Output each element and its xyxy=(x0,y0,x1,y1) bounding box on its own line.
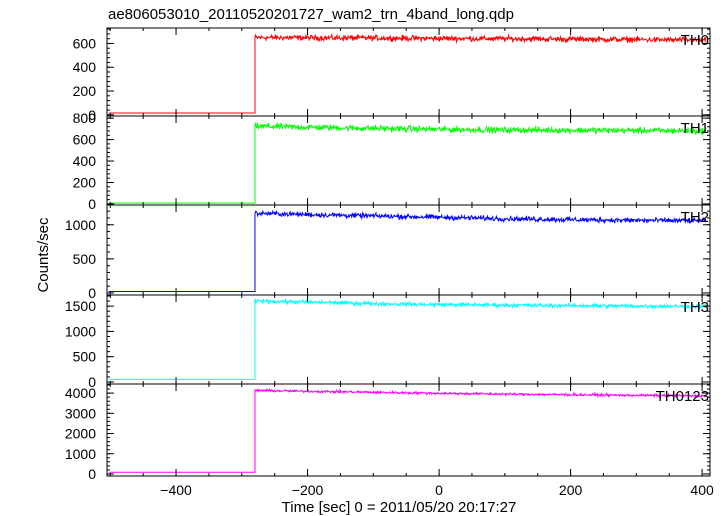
y-tick-label: 0 xyxy=(88,285,96,301)
panels: 0 200 400 600 TH0 0 200 400 600 800 TH1 0 500 1000 TH2… xyxy=(65,27,714,498)
series-line-th0123 xyxy=(109,387,706,473)
x-tick-label: −200 xyxy=(292,482,324,498)
panel-frame xyxy=(106,294,711,385)
y-axis-label: Counts/sec xyxy=(35,217,52,293)
y-tick-label: 0 xyxy=(88,196,96,212)
y-tick-label: 400 xyxy=(73,59,97,75)
panel-label-th1: TH1 xyxy=(681,120,709,137)
y-tick-label: 600 xyxy=(73,132,97,148)
chart-title: ae806053010_20110520201727_wam2_trn_4ban… xyxy=(108,6,514,23)
series-line-th3 xyxy=(109,297,707,380)
y-tick-label: 800 xyxy=(73,110,97,126)
y-tick-label: 3000 xyxy=(65,405,96,421)
y-tick-label: 1000 xyxy=(65,217,96,233)
panel-th0: 0 200 400 600 TH0 xyxy=(73,27,711,123)
x-axis-label: Time [sec] 0 = 2011/05/20 20:17:27 xyxy=(282,499,517,516)
y-tick-label: 200 xyxy=(73,174,97,190)
y-tick-label: 200 xyxy=(73,83,97,99)
panel-frame xyxy=(106,115,711,206)
y-tick-label: 0 xyxy=(88,466,96,482)
panel-th0123: 0 1000 2000 3000 4000 TH0123 xyxy=(65,383,711,482)
x-tick-label: 200 xyxy=(559,482,583,498)
y-tick-label: 500 xyxy=(73,349,97,365)
panel-label-th0: TH0 xyxy=(681,32,709,49)
y-tick-label: 2000 xyxy=(65,426,96,442)
y-tick-label: 1000 xyxy=(65,323,96,339)
y-tick-label: 400 xyxy=(73,153,97,169)
panel-th3: 0 500 1000 1500 TH3 xyxy=(65,294,711,390)
panel-th2: 0 500 1000 TH2 xyxy=(65,204,711,301)
y-tick-label: 1000 xyxy=(65,446,96,462)
series-line-th2 xyxy=(109,209,707,292)
series-line-th1 xyxy=(109,122,707,204)
y-tick-label: 0 xyxy=(88,374,96,390)
y-tick-label: 600 xyxy=(73,35,97,51)
y-tick-label: 500 xyxy=(73,251,97,267)
y-tick-label: 4000 xyxy=(65,385,96,401)
x-tick-labels: −400 −200 0 200 400 xyxy=(160,482,714,498)
panel-label-th3: TH3 xyxy=(681,299,709,316)
panel-frame xyxy=(106,204,711,296)
panel-label-th2: TH2 xyxy=(681,209,709,226)
panel-frame xyxy=(106,383,711,477)
x-tick-label: −400 xyxy=(160,482,192,498)
panel-th1: 0 200 400 600 800 TH1 xyxy=(73,110,711,212)
panel-label-th0123: TH0123 xyxy=(656,388,709,405)
y-tick-label: 0 xyxy=(88,107,96,123)
y-tick-label: 1500 xyxy=(65,298,96,314)
x-tick-label: 0 xyxy=(435,482,443,498)
series-line-th0 xyxy=(109,33,707,114)
x-tick-label: 400 xyxy=(690,482,714,498)
